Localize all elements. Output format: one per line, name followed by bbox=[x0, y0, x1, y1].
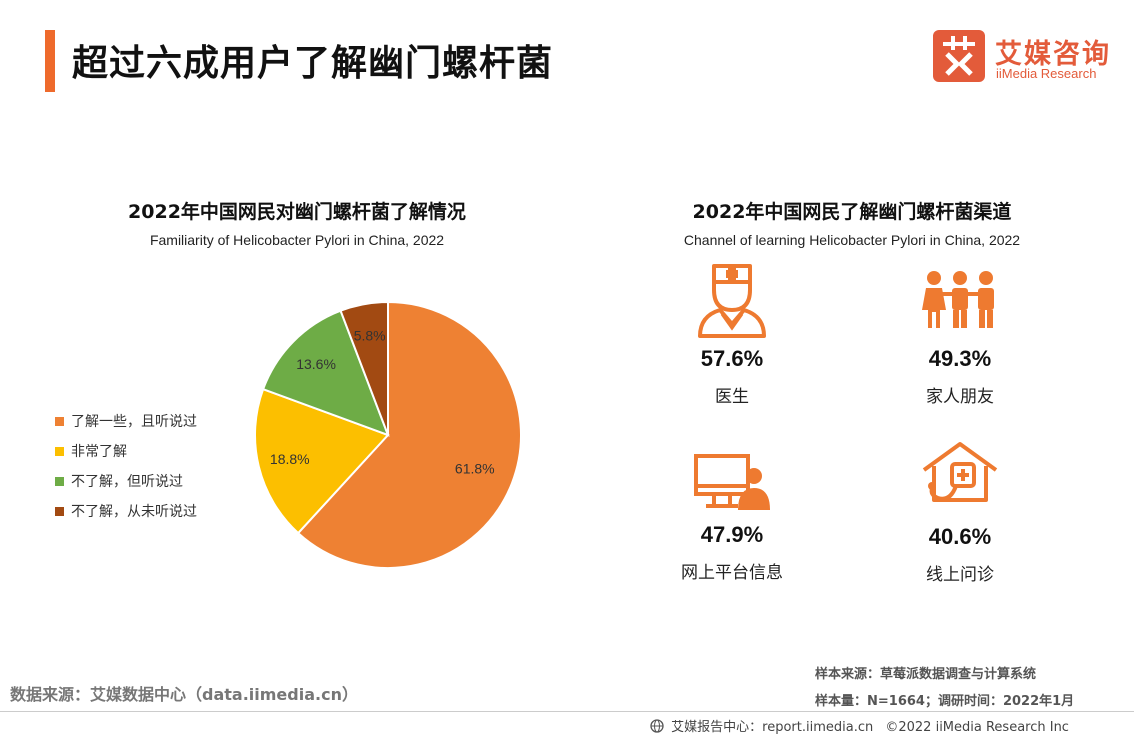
legend-swatch bbox=[55, 506, 64, 516]
pie-slice-label: 5.8% bbox=[354, 328, 386, 344]
channel-label: 网上平台信息 bbox=[681, 563, 783, 583]
pie-slice-label: 61.8% bbox=[455, 461, 495, 477]
legend-label: 非常了解 bbox=[71, 444, 127, 460]
family-icon bbox=[922, 271, 994, 328]
channel-value: 40.6% bbox=[928, 524, 992, 549]
channel-label: 医生 bbox=[715, 387, 749, 407]
channel-item-doctor: 57.6% 医生 bbox=[632, 258, 832, 407]
doctor-icon bbox=[698, 264, 766, 338]
legend-item: 非常了解 bbox=[55, 436, 197, 466]
logo: 艾媒咨询 iiMedia Research bbox=[933, 30, 1113, 86]
logo-mark-icon bbox=[933, 30, 985, 82]
legend-label: 不了解，从未听说过 bbox=[71, 504, 197, 520]
channel-item-online-consult: 40.6% 线上问诊 bbox=[860, 440, 1060, 585]
channel-value: 57.6% bbox=[700, 346, 764, 371]
pie-slice bbox=[254, 387, 390, 535]
pie-slice-label: 13.6% bbox=[296, 356, 336, 372]
footer-report-center: 艾媒报告中心：report.iimedia.cn bbox=[671, 720, 874, 735]
legend-item: 了解一些，且听说过 bbox=[55, 406, 197, 436]
legend-swatch bbox=[55, 416, 64, 426]
page-title: 超过六成用户了解幽门螺杆菌 bbox=[72, 43, 554, 84]
legend-label: 了解一些，且听说过 bbox=[71, 414, 197, 430]
globe-icon bbox=[650, 719, 664, 733]
channel-value: 47.9% bbox=[700, 522, 764, 547]
channel-item-online-platform: 47.9% 网上平台信息 bbox=[632, 450, 832, 583]
pie-slice bbox=[339, 300, 389, 436]
channel-chart-subtitle: Channel of learning Helicobacter Pylori … bbox=[683, 232, 1021, 248]
footer-copyright: ©2022 iiMedia Research Inc bbox=[885, 720, 1069, 735]
computer-user-icon bbox=[694, 454, 770, 510]
pie-chart-subtitle: Familiarity of Helicobacter Pylori in Ch… bbox=[149, 232, 445, 248]
channel-label: 线上问诊 bbox=[926, 565, 994, 585]
pie-slice-label: 18.8% bbox=[270, 451, 310, 467]
channel-chart-title: 2022年中国网民了解幽门螺杆菌渠道 bbox=[692, 201, 1012, 223]
logo-text-en: iiMedia Research bbox=[996, 66, 1097, 81]
footer-divider bbox=[0, 711, 1134, 712]
channel-item-family: 49.3% 家人朋友 bbox=[860, 258, 1060, 407]
pie-legend: 了解一些，且听说过 非常了解不了解，但听说过 不了解，从未听说过 bbox=[55, 406, 197, 526]
channel-label: 家人朋友 bbox=[926, 387, 994, 407]
pie-chart-title: 2022年中国网民对幽门螺杆菌了解情况 bbox=[128, 201, 466, 223]
pie-slice bbox=[261, 309, 390, 437]
legend-swatch bbox=[55, 446, 64, 456]
legend-label: 不了解，但听说过 bbox=[71, 474, 183, 490]
footer: 艾媒报告中心：report.iimedia.cn ©2022 iiMedia R… bbox=[650, 716, 1077, 735]
logo-text-cn: 艾媒咨询 bbox=[995, 39, 1111, 70]
sample-source: 样本来源：草莓派数据调查与计算系统 bbox=[815, 667, 1037, 682]
legend-item: 不了解，从未听说过 bbox=[55, 496, 197, 526]
legend-swatch bbox=[55, 476, 64, 486]
data-source: 数据来源：艾媒数据中心（data.iimedia.cn） bbox=[10, 685, 358, 704]
pie-chart: 61.8% 18.8% 13.6% 5.8% bbox=[254, 300, 522, 569]
online-consult-icon bbox=[922, 442, 998, 502]
title-accent-bar bbox=[45, 30, 55, 92]
pie-slice bbox=[296, 300, 522, 569]
legend-item: 不了解，但听说过 bbox=[55, 466, 197, 496]
channel-value: 49.3% bbox=[928, 346, 992, 371]
sample-size: 样本量：N=1664；调研时间：2022年1月 bbox=[815, 694, 1075, 709]
